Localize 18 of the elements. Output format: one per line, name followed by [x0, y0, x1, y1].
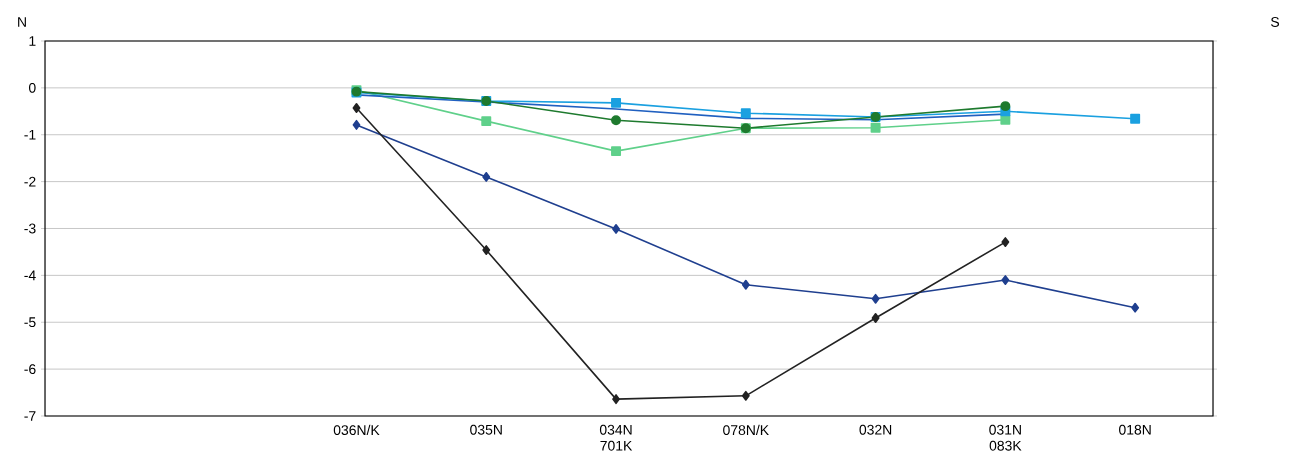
- text: N: [18, 17, 26, 27]
- y-tick-label: -3: [24, 223, 36, 234]
- text: S: [1270, 17, 1280, 27]
- y-tick-label: -1: [24, 129, 36, 140]
- y-tick-label: 0: [28, 82, 36, 93]
- x-tick-label: 036N/K: [333, 424, 380, 436]
- x-tick-label: 078N/K: [723, 424, 769, 436]
- y-tick-label: -6: [24, 364, 36, 375]
- x-tick-label: 035N: [470, 424, 502, 435]
- y-tick-label: -2: [24, 176, 36, 187]
- y-tick-label: -5: [24, 317, 36, 328]
- x-tick-label: 032N: [859, 424, 892, 435]
- y-tick-label: -4: [24, 270, 36, 281]
- x-tick-label: 034N 701K: [599, 424, 633, 451]
- y-tick-label: 1: [29, 36, 36, 46]
- x-tick-label: 018N: [1119, 424, 1151, 435]
- y-tick-label: -7: [24, 411, 36, 421]
- x-tick-label: 031N 083K: [989, 424, 1022, 451]
